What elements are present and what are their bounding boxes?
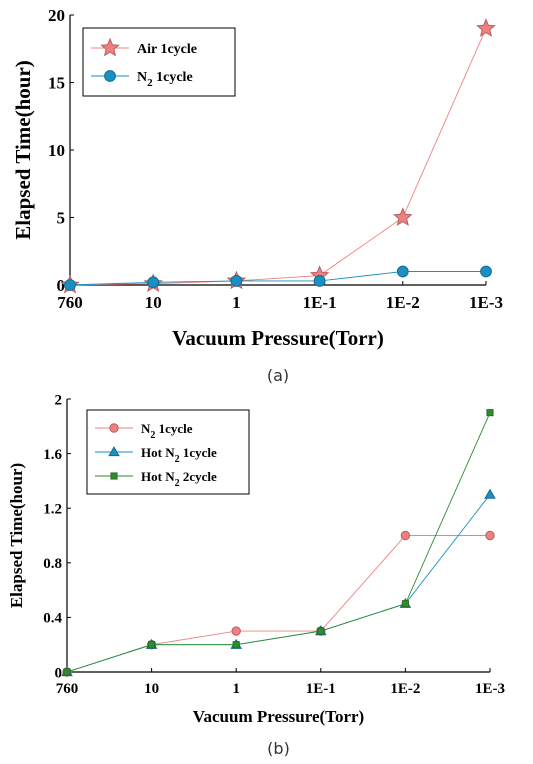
data-point (231, 626, 241, 636)
y-tick-label: 10 (48, 141, 65, 160)
y-tick-label: 1.2 (43, 501, 62, 517)
data-point (401, 600, 409, 608)
series-1 (62, 530, 495, 677)
y-tick-label: 0 (57, 276, 66, 295)
legend-box (82, 27, 236, 97)
x-tick-label: 760 (56, 681, 79, 697)
y-tick-label: 2 (55, 392, 63, 408)
series-line (66, 494, 491, 673)
x-tick-label: 1E-2 (386, 293, 420, 312)
legend-label: Air 1cycle (137, 42, 197, 57)
legend-subscript: 2 (147, 77, 153, 89)
x-tick-label: 760 (57, 293, 83, 312)
legend: Air 1cycle N2 1cycle (82, 27, 236, 97)
y-tick-label: 0 (55, 665, 63, 681)
series-line (69, 28, 487, 286)
legend-marker (104, 70, 116, 82)
data-point (148, 641, 156, 649)
legend-suffix: 1cycle (153, 70, 193, 85)
x-axis-label: Vacuum Pressure(Torr) (172, 326, 384, 350)
legend-marker (108, 446, 120, 457)
legend-marker (110, 472, 118, 480)
x-tick-label: 1E-3 (469, 293, 503, 312)
data-point (400, 530, 411, 541)
y-tick-label: 20 (48, 6, 65, 25)
legend-name: N (137, 70, 147, 85)
legend-name: Air 1cycle (137, 42, 197, 57)
x-tick-label: 1 (232, 681, 240, 697)
data-point (64, 279, 76, 291)
legend-label: N2 1cycle (137, 70, 193, 89)
legend-suffix: 1cycle (155, 421, 192, 436)
legend-name: N (141, 421, 151, 436)
data-point (485, 530, 495, 541)
data-point (396, 265, 409, 278)
data-point (484, 488, 496, 499)
y-tick-label: 1.6 (43, 447, 62, 463)
data-point (393, 207, 413, 226)
x-tick-label: 1 (232, 293, 241, 312)
legend-marker (100, 37, 120, 57)
data-point (147, 276, 160, 289)
legend-subscript: 2 (150, 430, 155, 441)
data-point (63, 668, 71, 676)
legend-label: N2 1cycle (141, 421, 193, 441)
legend-subscript: 2 (175, 478, 180, 489)
y-axis-label: Elapsed Time(hour) (7, 463, 26, 608)
chart-panel-a: 0 5 10 15 20 760 10 1 1E-1 1E-2 1E-3 Vacuum Pressur… (11, 6, 503, 385)
legend-subscript: 2 (175, 454, 180, 465)
data-point (317, 627, 325, 635)
x-axis-label: Vacuum Pressure(Torr) (193, 707, 364, 726)
data-point (230, 275, 243, 287)
legend-suffix: 1cycle (180, 445, 217, 460)
panel-label: (a) (267, 366, 289, 385)
data-point (313, 275, 326, 287)
legend-label: Hot N2 1cycle (141, 445, 217, 465)
series-3 (63, 409, 494, 676)
y-tick-label: 0.4 (43, 611, 62, 627)
data-point (486, 409, 494, 417)
y-tick-label: 15 (48, 73, 65, 92)
data-point (476, 18, 496, 37)
y-tick-label: 5 (57, 208, 66, 227)
legend-label: Hot N2 2cycle (141, 469, 217, 489)
y-tick-label: 0.8 (43, 556, 62, 572)
series-line (66, 412, 491, 673)
legend-suffix: 2cycle (180, 469, 217, 484)
x-tick-label: 10 (144, 681, 159, 697)
data-point (480, 265, 492, 278)
x-tick-label: 1E-1 (306, 681, 336, 697)
x-tick-label: 1E-3 (475, 681, 505, 697)
x-tick-label: 1E-2 (390, 681, 420, 697)
series-2 (61, 488, 496, 677)
data-point (232, 641, 240, 649)
y-axis-label: Elapsed Time(hour) (11, 60, 35, 240)
panel-label: (b) (267, 739, 290, 758)
chart-panel-b: 0 0.4 0.8 1.2 1.6 2 760 10 1 1E-1 1E-2 1E-3 Vacuum P… (7, 392, 505, 758)
legend-marker (109, 423, 119, 433)
legend-name: Hot N (141, 469, 175, 484)
series-line (69, 271, 486, 286)
legend-name: Hot N (141, 445, 175, 460)
x-tick-label: 1E-1 (303, 293, 337, 312)
series-2 (64, 265, 492, 291)
x-tick-label: 10 (145, 293, 162, 312)
